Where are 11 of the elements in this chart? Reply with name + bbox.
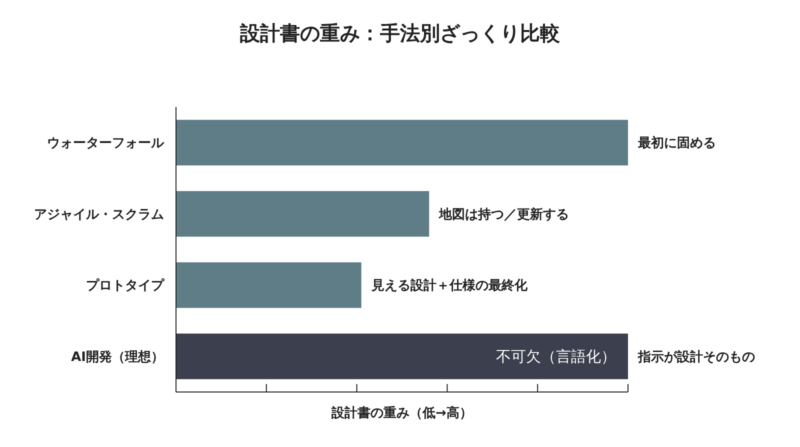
y-tick-label: アジャイル・スクラム xyxy=(34,207,164,222)
annotation: 指示が設計そのもの xyxy=(637,348,755,365)
annotation: 最初に固める xyxy=(637,135,716,152)
y-tick-label: AI開発（理想） xyxy=(71,348,164,365)
annotation: 見える設計＋仕様の最終化 xyxy=(370,278,528,294)
annotation: 地図は持つ／更新する xyxy=(438,206,570,222)
y-tick-label: プロトタイプ xyxy=(86,278,165,294)
chart-title: 設計書の重み：手法別ざっくり比較 xyxy=(239,21,561,45)
x-axis-title: 設計書の重み（低→高） xyxy=(330,405,472,421)
y-tick-label: ウォーターフォール xyxy=(47,136,165,152)
annotation: 不可欠（言語化） xyxy=(496,348,616,366)
